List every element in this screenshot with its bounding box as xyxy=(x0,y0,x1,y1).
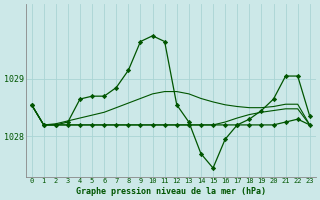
X-axis label: Graphe pression niveau de la mer (hPa): Graphe pression niveau de la mer (hPa) xyxy=(76,187,266,196)
